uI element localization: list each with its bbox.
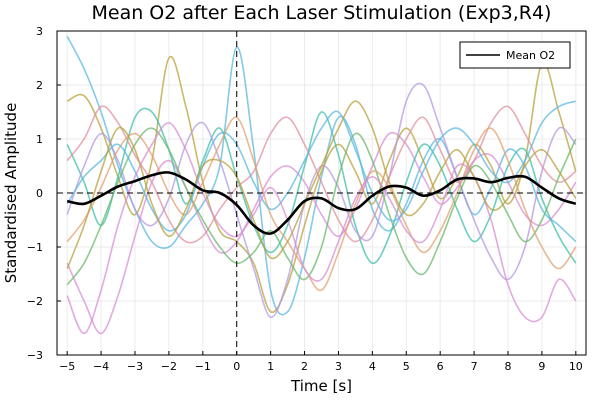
chart-title: Mean O2 after Each Laser Stimulation (Ex… xyxy=(92,2,552,24)
x-tick-label: −4 xyxy=(93,360,109,373)
trial-line xyxy=(66,107,577,265)
legend-label-mean-o2: Mean O2 xyxy=(506,49,555,62)
x-tick-label: 3 xyxy=(335,360,342,373)
y-axis-title: Standardised Amplitude xyxy=(2,103,20,284)
trial-line xyxy=(66,122,577,335)
y-tick-label: −2 xyxy=(27,295,43,308)
x-tick-label: −5 xyxy=(59,360,75,373)
trial-lines xyxy=(66,36,577,335)
x-tick-label: 4 xyxy=(369,360,376,373)
trial-line xyxy=(66,131,577,335)
x-tick-label: 8 xyxy=(505,360,512,373)
x-tick-label: 6 xyxy=(437,360,444,373)
trial-line xyxy=(66,100,577,269)
y-tick-label: −3 xyxy=(27,349,43,362)
y-tick-label: 3 xyxy=(36,25,43,38)
trial-line xyxy=(66,116,577,292)
x-axis-ticks: −5 −4 −3 −2 −1 0 1 2 3 4 5 6 7 8 9 10 xyxy=(59,351,583,373)
x-tick-label: 9 xyxy=(538,360,545,373)
y-tick-label: −1 xyxy=(27,241,43,254)
x-tick-label: −2 xyxy=(161,360,177,373)
y-tick-label: 2 xyxy=(36,79,43,92)
x-tick-label: 10 xyxy=(569,360,583,373)
x-tick-label: 0 xyxy=(233,360,240,373)
y-tick-label: 0 xyxy=(36,187,43,200)
reference-lines xyxy=(57,31,586,355)
trial-line xyxy=(66,105,577,244)
x-axis-title: Time [s] xyxy=(290,377,352,395)
mean-o2-line xyxy=(66,171,577,235)
trial-line xyxy=(66,82,577,318)
trial-line xyxy=(66,100,577,232)
y-tick-label: 1 xyxy=(36,133,43,146)
x-tick-label: 7 xyxy=(471,360,478,373)
x-tick-label: 2 xyxy=(301,360,308,373)
legend: Mean O2 xyxy=(459,41,571,69)
y-axis-ticks: −3 −2 −1 0 1 2 3 xyxy=(27,25,61,362)
x-tick-label: −1 xyxy=(195,360,211,373)
mean-line-layer xyxy=(66,171,577,235)
x-tick-label: 1 xyxy=(267,360,274,373)
x-tick-label: −3 xyxy=(127,360,143,373)
x-tick-label: 5 xyxy=(403,360,410,373)
